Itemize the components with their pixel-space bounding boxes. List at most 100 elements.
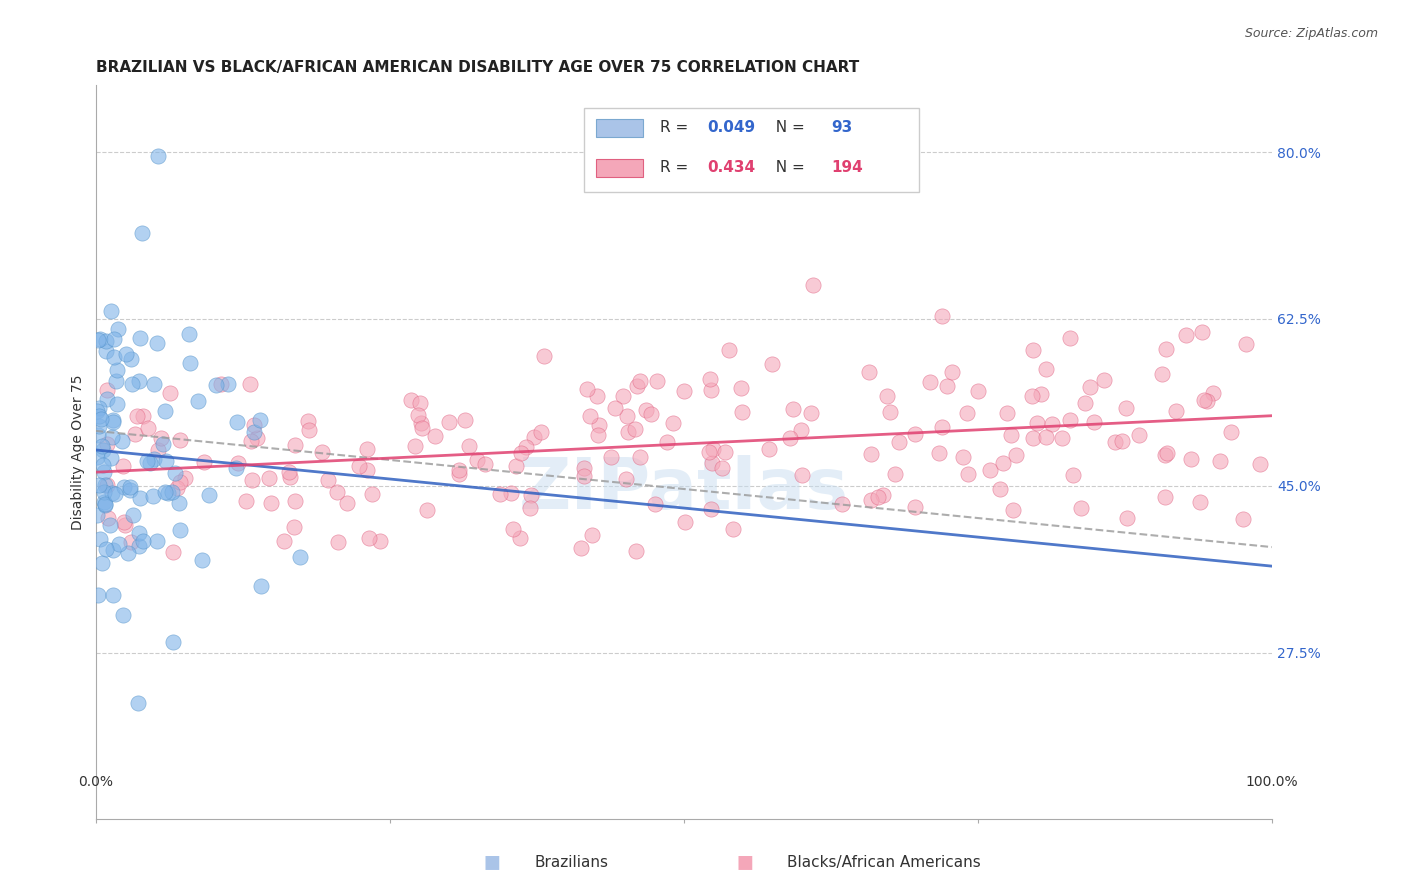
Point (1174, 328, 1197, 343)
Point (361, 487, 384, 501)
Point (187, 393, 209, 408)
Point (935, 379, 957, 393)
Point (127, 409, 149, 423)
Point (204, 378, 226, 392)
Point (243, 425, 266, 439)
Point (132, 533, 155, 548)
Point (1208, 454, 1230, 468)
Text: ▪: ▪ (482, 847, 502, 875)
Text: Brazilians: Brazilians (534, 855, 609, 870)
Point (409, 395, 432, 409)
Point (588, 418, 610, 433)
Point (96, 392, 118, 406)
Point (284, 438, 307, 452)
Point (866, 490, 889, 504)
Point (90, 439, 112, 453)
Point (1070, 500, 1092, 515)
Point (98, 518, 121, 533)
Point (101, 430, 124, 444)
Point (112, 480, 135, 494)
Point (624, 422, 647, 436)
Point (662, 416, 685, 430)
Point (90, 556, 112, 570)
Point (101, 413, 124, 427)
Point (169, 433, 191, 447)
Point (502, 522, 524, 536)
Point (887, 435, 910, 450)
Point (447, 463, 470, 477)
Point (146, 149, 169, 163)
Point (505, 458, 527, 473)
Point (120, 351, 142, 366)
Point (190, 553, 212, 567)
Point (90, 411, 112, 425)
Point (167, 496, 190, 510)
Point (761, 357, 783, 371)
Point (239, 377, 262, 392)
Point (702, 456, 724, 470)
Point (162, 545, 184, 559)
Point (572, 469, 595, 483)
Point (273, 533, 295, 548)
Point (278, 470, 301, 484)
Point (416, 502, 439, 516)
Point (423, 428, 446, 442)
Point (246, 431, 269, 445)
Point (1219, 425, 1241, 439)
Point (883, 467, 905, 481)
Point (94, 497, 117, 511)
Point (193, 455, 215, 469)
Point (136, 421, 159, 435)
Point (510, 446, 533, 460)
Point (995, 406, 1018, 420)
Point (179, 327, 201, 342)
Point (1059, 413, 1081, 427)
Point (249, 412, 271, 426)
Point (101, 543, 124, 558)
Point (209, 377, 232, 392)
Point (96, 383, 118, 397)
Point (108, 537, 131, 551)
Point (89, 333, 111, 347)
Point (928, 446, 950, 460)
Point (406, 408, 429, 422)
Point (626, 379, 648, 393)
Point (349, 459, 371, 474)
Point (142, 452, 165, 467)
Point (1232, 512, 1254, 526)
Point (655, 434, 678, 449)
Point (645, 374, 668, 388)
Point (87, 588, 110, 602)
Point (454, 413, 477, 427)
Point (1040, 417, 1063, 432)
Point (240, 474, 263, 488)
Point (124, 427, 146, 442)
Point (117, 546, 139, 560)
Point (146, 336, 169, 351)
Point (1021, 389, 1043, 403)
Point (135, 454, 157, 468)
Point (89, 401, 111, 415)
Point (155, 453, 177, 467)
Point (1029, 387, 1052, 401)
Point (1026, 416, 1049, 430)
Point (758, 442, 780, 456)
Point (197, 488, 219, 502)
Point (1035, 362, 1057, 376)
Point (87, 478, 110, 492)
Point (533, 349, 555, 363)
Point (1035, 430, 1057, 444)
Text: ▪: ▪ (735, 847, 755, 875)
Point (499, 486, 522, 500)
Point (956, 406, 979, 420)
Point (240, 434, 263, 448)
Point (86, 450, 108, 465)
Point (721, 522, 744, 536)
Point (509, 532, 531, 546)
Point (931, 310, 953, 324)
Point (249, 578, 271, 592)
Point (325, 485, 347, 500)
FancyBboxPatch shape (596, 119, 643, 136)
Point (142, 489, 165, 503)
Point (1180, 452, 1202, 467)
